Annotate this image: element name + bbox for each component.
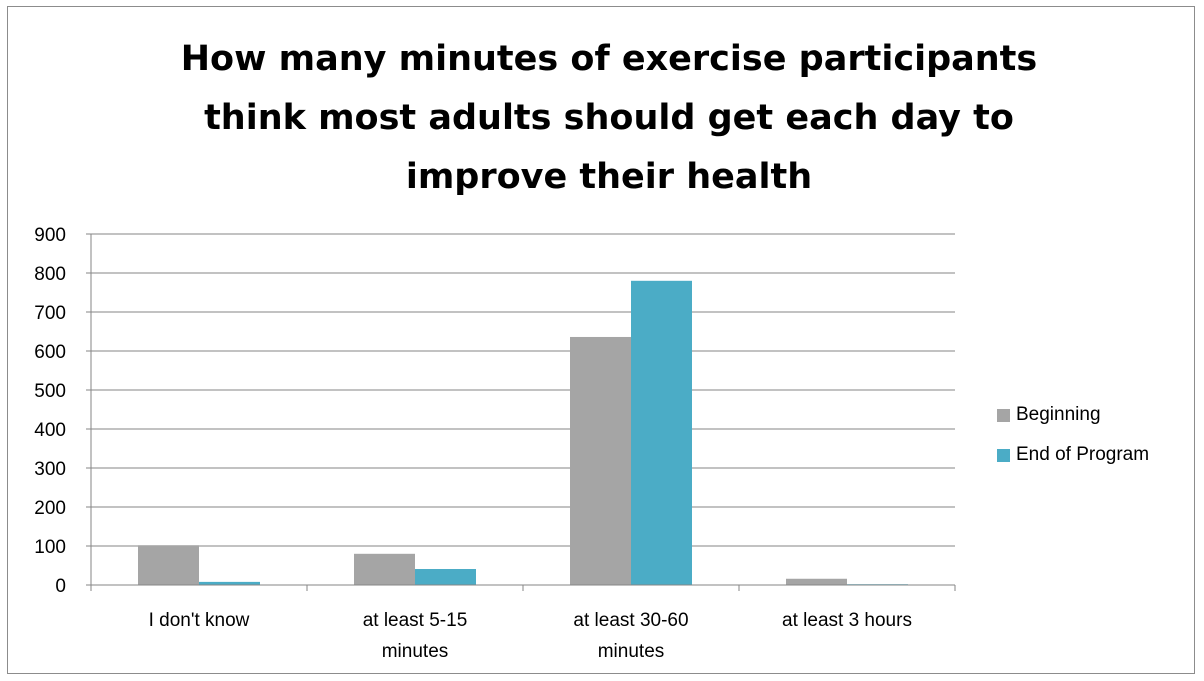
- legend-item-beginning: Beginning: [997, 405, 1149, 425]
- y-tick-label: 300: [34, 459, 66, 480]
- bar-beginning: [570, 337, 631, 585]
- legend-label-end-of-program: End of Program: [1016, 444, 1149, 466]
- y-tick-label: 800: [34, 264, 66, 285]
- legend-item-end-of-program: End of Program: [997, 445, 1149, 465]
- x-category-label: at least 5-15: [363, 610, 468, 631]
- y-tick-label: 400: [34, 420, 66, 441]
- x-category-label: I don't know: [149, 610, 250, 631]
- y-tick-label: 600: [34, 342, 66, 363]
- x-category-label: at least 30-60: [573, 610, 688, 631]
- y-tick-label: 700: [34, 303, 66, 324]
- legend-swatch-end-of-program: [997, 449, 1010, 462]
- y-tick-label: 100: [34, 537, 66, 558]
- bar-beginning: [138, 545, 199, 585]
- bar-beginning: [354, 554, 415, 585]
- x-category-label: minutes: [598, 641, 665, 662]
- y-tick-label: 900: [34, 225, 66, 246]
- x-category-label: at least 3 hours: [782, 610, 912, 631]
- y-tick-label: 200: [34, 498, 66, 519]
- x-category-label: minutes: [382, 641, 449, 662]
- legend-label-beginning: Beginning: [1016, 404, 1101, 426]
- y-tick-label: 500: [34, 381, 66, 402]
- y-tick-label: 0: [55, 576, 66, 597]
- bar-end-of-program: [631, 281, 692, 585]
- legend: Beginning End of Program: [997, 405, 1149, 485]
- legend-swatch-beginning: [997, 409, 1010, 422]
- bar-beginning: [786, 579, 847, 585]
- bar-end-of-program: [415, 569, 476, 585]
